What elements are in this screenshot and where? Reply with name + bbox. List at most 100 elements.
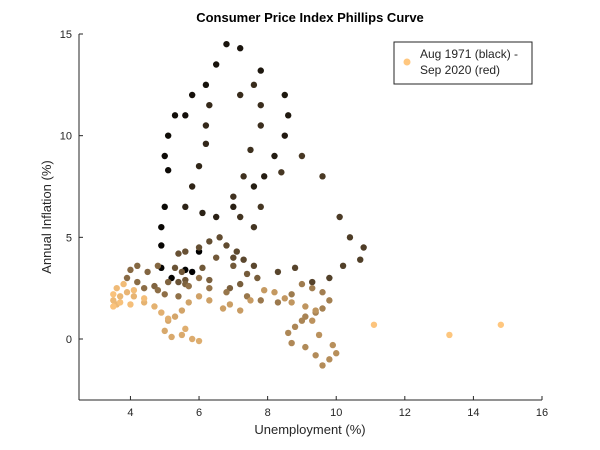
data-point xyxy=(182,325,189,333)
data-point xyxy=(199,264,206,272)
data-point xyxy=(206,276,213,284)
data-point xyxy=(188,91,196,99)
data-point xyxy=(230,193,237,200)
data-point xyxy=(134,278,141,286)
data-point xyxy=(291,323,299,330)
data-point xyxy=(298,317,306,324)
data-point xyxy=(123,289,131,296)
data-point xyxy=(315,331,323,339)
x-tick-label: 6 xyxy=(196,407,202,419)
data-point xyxy=(195,274,203,282)
data-point xyxy=(212,254,220,261)
data-point xyxy=(250,262,258,269)
data-point xyxy=(188,335,196,343)
data-point xyxy=(298,280,306,288)
data-point xyxy=(288,299,295,306)
data-point xyxy=(240,173,247,180)
x-tick-label: 16 xyxy=(536,407,548,419)
data-point xyxy=(309,317,316,324)
data-point xyxy=(370,321,378,328)
x-axis-ticks: 4 6 8 10 12 14 16 xyxy=(127,396,548,419)
data-point xyxy=(216,234,223,241)
data-point xyxy=(188,268,196,276)
chart-title: Consumer Price Index Phillips Curve xyxy=(196,10,424,25)
data-point xyxy=(127,266,134,274)
data-point xyxy=(175,293,182,300)
data-point xyxy=(185,282,192,290)
data-point xyxy=(151,303,158,310)
y-tick-label: 15 xyxy=(60,29,72,41)
y-tick-label: 5 xyxy=(66,232,72,244)
data-point xyxy=(113,284,120,292)
legend-marker xyxy=(403,58,411,66)
data-point xyxy=(257,101,264,109)
data-point xyxy=(140,295,148,302)
legend-label-line: Aug 1971 (black) - xyxy=(420,47,518,61)
data-point xyxy=(206,238,213,245)
data-point xyxy=(195,244,203,251)
data-point xyxy=(240,256,247,263)
data-point xyxy=(319,289,326,296)
data-point xyxy=(206,101,213,109)
data-point xyxy=(257,297,264,304)
data-point xyxy=(161,291,168,298)
data-point xyxy=(144,268,151,276)
data-point xyxy=(171,264,179,272)
y-tick-label: 0 xyxy=(66,334,72,346)
data-point xyxy=(243,270,251,278)
data-point xyxy=(326,274,333,282)
data-point xyxy=(110,291,117,298)
x-tick-label: 8 xyxy=(265,407,271,419)
data-point xyxy=(236,213,244,221)
x-axis-title: Unemployment (%) xyxy=(254,422,365,437)
data-point xyxy=(206,297,213,304)
legend-label-line: Sep 2020 (red) xyxy=(420,63,500,77)
data-point xyxy=(254,274,261,282)
data-point xyxy=(130,293,138,300)
legend-box xyxy=(393,41,533,85)
data-point xyxy=(271,289,278,296)
data-point xyxy=(312,352,319,359)
data-point xyxy=(346,234,354,241)
data-point xyxy=(161,203,168,211)
data-point xyxy=(199,209,206,217)
data-point xyxy=(168,333,175,341)
data-point xyxy=(110,303,117,310)
data-point xyxy=(116,299,124,306)
data-point xyxy=(202,81,210,89)
data-point xyxy=(339,262,347,269)
data-point xyxy=(281,91,288,99)
data-point xyxy=(223,242,230,249)
data-point xyxy=(257,67,264,74)
data-point xyxy=(285,329,292,337)
data-point xyxy=(326,297,333,304)
data-point xyxy=(281,132,288,139)
data-point xyxy=(236,307,244,314)
data-point xyxy=(223,289,230,296)
data-point xyxy=(302,343,309,351)
data-point xyxy=(171,112,179,119)
data-point xyxy=(178,268,186,276)
data-point xyxy=(164,167,172,174)
data-point xyxy=(164,315,172,322)
data-point xyxy=(250,223,258,231)
data-point xyxy=(140,284,148,292)
data-point xyxy=(288,291,295,298)
data-point xyxy=(219,305,227,312)
data-point xyxy=(257,203,264,211)
data-point xyxy=(188,183,196,190)
data-point xyxy=(250,183,258,190)
data-point xyxy=(274,268,282,276)
data-point xyxy=(154,287,162,294)
data-point xyxy=(247,146,254,154)
data-point xyxy=(291,264,299,272)
x-tick-label: 14 xyxy=(467,407,479,419)
data-point xyxy=(161,327,168,335)
x-tick-label: 12 xyxy=(399,407,411,419)
x-tick-label: 4 xyxy=(127,407,133,419)
data-point xyxy=(333,350,340,357)
data-point xyxy=(206,284,213,292)
data-point xyxy=(178,307,186,314)
data-point xyxy=(336,213,343,221)
